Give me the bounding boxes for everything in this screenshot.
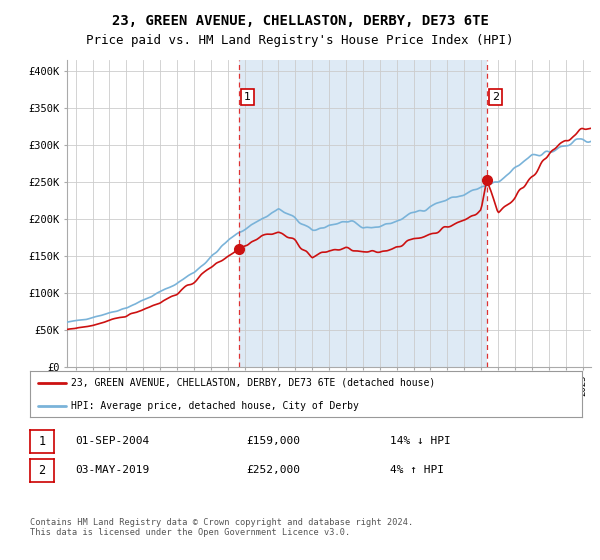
Text: £252,000: £252,000 [246,465,300,475]
Text: HPI: Average price, detached house, City of Derby: HPI: Average price, detached house, City… [71,401,359,410]
Text: 2: 2 [492,92,499,102]
Text: Contains HM Land Registry data © Crown copyright and database right 2024.
This d: Contains HM Land Registry data © Crown c… [30,518,413,538]
Text: 1: 1 [244,92,251,102]
Text: 01-SEP-2004: 01-SEP-2004 [75,436,149,446]
Text: Price paid vs. HM Land Registry's House Price Index (HPI): Price paid vs. HM Land Registry's House … [86,34,514,46]
Text: 03-MAY-2019: 03-MAY-2019 [75,465,149,475]
Text: 2: 2 [38,464,46,477]
Bar [239,60,487,367]
Text: £159,000: £159,000 [246,436,300,446]
Text: 4% ↑ HPI: 4% ↑ HPI [390,465,444,475]
Text: 23, GREEN AVENUE, CHELLASTON, DERBY, DE73 6TE (detached house): 23, GREEN AVENUE, CHELLASTON, DERBY, DE7… [71,378,436,388]
Text: 14% ↓ HPI: 14% ↓ HPI [390,436,451,446]
Text: 1: 1 [38,435,46,448]
Text: 23, GREEN AVENUE, CHELLASTON, DERBY, DE73 6TE: 23, GREEN AVENUE, CHELLASTON, DERBY, DE7… [112,14,488,28]
